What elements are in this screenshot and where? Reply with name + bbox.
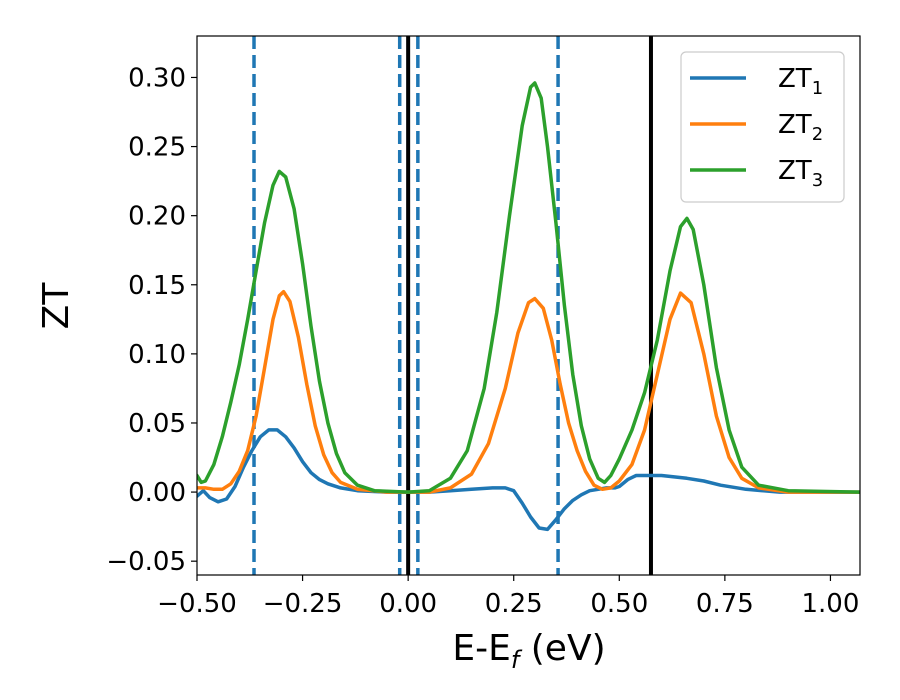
x-tick-label: −0.25: [263, 589, 343, 619]
x-tick-label: −0.50: [157, 589, 237, 619]
y-axis: −0.05 0.00 0.05 0.10 0.15 0.20 0.25 0.30: [106, 63, 197, 577]
x-tick-label: 0.75: [696, 589, 754, 619]
y-tick-label: 0.20: [128, 202, 186, 232]
reference-lines: [252, 36, 653, 575]
y-tick-label: 0.00: [128, 478, 186, 508]
series-line-zt2: [197, 289, 860, 494]
y-tick-label: 0.25: [128, 133, 186, 163]
series-layer: [197, 81, 860, 532]
plot-frame: [196, 35, 861, 576]
x-tick-label: 0.25: [485, 589, 543, 619]
y-axis-title: ZT: [36, 282, 77, 330]
y-tick-label: 0.05: [128, 409, 186, 439]
x-tick-label: 0.00: [379, 589, 437, 619]
series-line-zt1: [197, 428, 860, 532]
x-axis-title: E-Ef (eV): [452, 628, 605, 674]
legend: ZT1 ZT2 ZT3: [680, 51, 845, 203]
legend-label-zt1: ZT1: [778, 64, 823, 99]
x-axis-title-base: E-E: [452, 628, 510, 669]
x-axis: −0.50 −0.25 0.00 0.25 0.50 0.75 1.00: [157, 575, 859, 619]
y-tick-label: 0.10: [128, 340, 186, 370]
x-axis-title-unit: (eV): [519, 628, 605, 669]
series-line-zt3: [197, 81, 860, 494]
y-tick-label: −0.05: [106, 547, 186, 577]
y-tick-label: 0.15: [128, 271, 186, 301]
x-tick-label: 0.50: [590, 589, 648, 619]
x-tick-label: 1.00: [801, 589, 859, 619]
legend-label-zt3: ZT3: [778, 156, 823, 191]
legend-box: [680, 51, 845, 203]
legend-label-zt2: ZT2: [778, 110, 823, 145]
y-tick-label: 0.30: [128, 63, 186, 93]
